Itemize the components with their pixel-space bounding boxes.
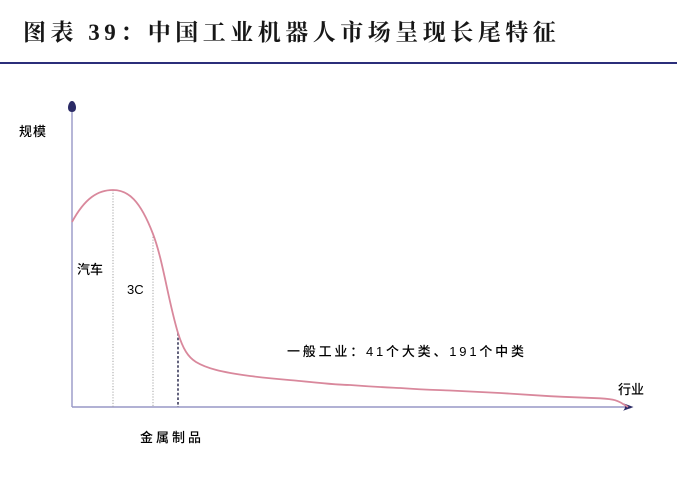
svg-text:3C: 3C xyxy=(127,282,144,297)
svg-text:行业: 行业 xyxy=(618,382,644,397)
svg-text:汽车: 汽车 xyxy=(77,262,103,277)
svg-text:规模: 规模 xyxy=(19,124,47,139)
svg-text:金属制品: 金属制品 xyxy=(140,430,204,445)
svg-text:一般工业：41个大类、191个中类: 一般工业：41个大类、191个中类 xyxy=(287,344,527,359)
